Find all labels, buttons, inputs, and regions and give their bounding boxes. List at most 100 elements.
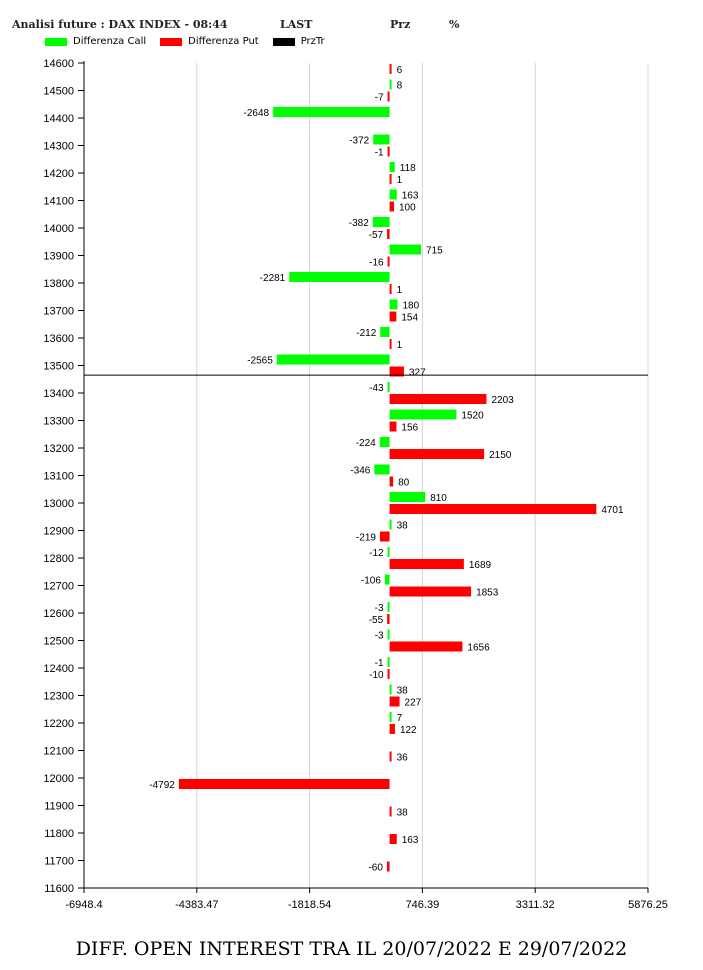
last-label: LAST (280, 18, 313, 31)
y-tick-label: 12000 (43, 773, 74, 785)
legend-item-prztr: PrzTr (272, 36, 325, 47)
data-label-call: -224 (356, 438, 376, 449)
y-tick-label: 14100 (43, 196, 74, 208)
bar-put (387, 146, 390, 157)
data-label-put: 1689 (469, 560, 492, 571)
legend-label-prztr: PrzTr (300, 36, 325, 47)
y-tick-label: 12700 (43, 581, 74, 593)
data-label-put: 4701 (601, 505, 624, 516)
data-label-call: 118 (400, 163, 416, 174)
bar-put (387, 614, 390, 624)
data-label-put: 6 (397, 65, 403, 76)
y-tick-label: 12100 (43, 746, 74, 758)
bar-put (389, 696, 400, 707)
data-label-put: 122 (400, 725, 417, 736)
bar-call (389, 79, 392, 90)
data-label-put: 1 (397, 285, 403, 296)
bar-put (389, 311, 397, 322)
data-label-put: -1 (375, 148, 384, 159)
data-label-put: -7 (375, 93, 384, 104)
data-label-put: 1 (397, 175, 403, 186)
y-tick-label: 14000 (43, 223, 74, 235)
data-label-call: -106 (361, 576, 381, 587)
x-tick-label: 3311.32 (516, 899, 555, 911)
bar-put (389, 64, 392, 74)
data-label-call: 715 (426, 246, 443, 257)
data-label-call: 7 (397, 713, 403, 724)
bar-call (389, 712, 392, 722)
y-tick-label: 14600 (43, 58, 74, 70)
legend: Differenza Call Differenza Put PrzTr (45, 36, 325, 47)
y-tick-label: 12400 (43, 663, 74, 675)
data-label-put: 327 (409, 368, 426, 379)
y-tick-label: 12500 (43, 636, 74, 648)
bar-call (389, 244, 422, 255)
data-label-call: -382 (349, 218, 369, 229)
data-label-put: 2150 (489, 450, 512, 461)
y-tick-label: 12200 (43, 718, 74, 730)
data-label-put: 163 (402, 835, 419, 846)
bar-call (389, 519, 392, 530)
data-label-call: -346 (350, 466, 370, 477)
legend-swatch-call (45, 37, 67, 46)
bar-put (386, 861, 390, 872)
prz-label: Prz (390, 18, 411, 31)
data-label-put: 38 (397, 808, 409, 819)
legend-item-call: Differenza Call (45, 36, 146, 47)
x-tick-label: -6948.4 (65, 899, 102, 911)
x-tick-label: 5876.25 (628, 899, 668, 911)
y-tick-label: 13100 (43, 471, 74, 483)
y-tick-label: 12900 (43, 526, 74, 538)
y-tick-label: 14400 (43, 113, 74, 125)
bar-call (387, 382, 390, 392)
bar-call (380, 327, 390, 337)
data-label-call: 180 (402, 301, 419, 312)
data-label-call: 163 (402, 191, 419, 202)
data-label-call: -372 (349, 136, 369, 147)
bar-call (374, 464, 390, 475)
data-label-put: 227 (405, 698, 422, 709)
data-label-call: -2648 (244, 108, 270, 119)
data-label-put: 1 (397, 340, 403, 351)
data-label-put: -10 (369, 670, 384, 681)
data-label-call: 8 (397, 81, 403, 92)
bar-call (372, 217, 390, 227)
bar-put (389, 476, 394, 487)
bar-put (389, 586, 472, 597)
y-tick-label: 13300 (43, 416, 74, 428)
bar-call (389, 299, 398, 310)
legend-swatch-prztr (272, 37, 295, 46)
data-label-put: 1853 (476, 588, 499, 599)
bar-call (276, 354, 390, 365)
x-tick-label: 746.39 (406, 899, 440, 911)
pct-label: % (449, 18, 460, 31)
data-label-put: -219 (356, 533, 376, 544)
data-label-call: 1520 (461, 411, 484, 422)
bar-put (387, 91, 390, 102)
data-label-put: -60 (368, 863, 383, 874)
bar-call (387, 602, 390, 612)
bar-put (389, 641, 463, 652)
x-tick-label: -1818.54 (288, 899, 331, 911)
bar-call (384, 574, 390, 585)
bar-put (387, 229, 390, 239)
bar-put (389, 449, 485, 459)
data-label-put: -57 (369, 230, 384, 241)
bar-call (389, 492, 426, 502)
data-label-call: -43 (369, 383, 384, 394)
y-tick-label: 13700 (43, 306, 74, 318)
y-tick-label: 14500 (43, 86, 74, 98)
chart-title: Analisi future : DAX INDEX - 08:44 (12, 18, 228, 31)
bar-put (389, 504, 597, 514)
y-tick-label: 13600 (43, 333, 74, 345)
data-label-call: -3 (375, 631, 384, 642)
y-tick-label: 13800 (43, 278, 74, 290)
bar-put (389, 284, 392, 294)
legend-label-call: Differenza Call (73, 36, 147, 47)
data-label-put: 154 (401, 313, 418, 324)
bar-call (387, 657, 390, 667)
y-tick-label: 12600 (43, 608, 74, 620)
bar-call (389, 684, 392, 695)
bar-put (389, 834, 397, 844)
bar-put (389, 339, 392, 349)
